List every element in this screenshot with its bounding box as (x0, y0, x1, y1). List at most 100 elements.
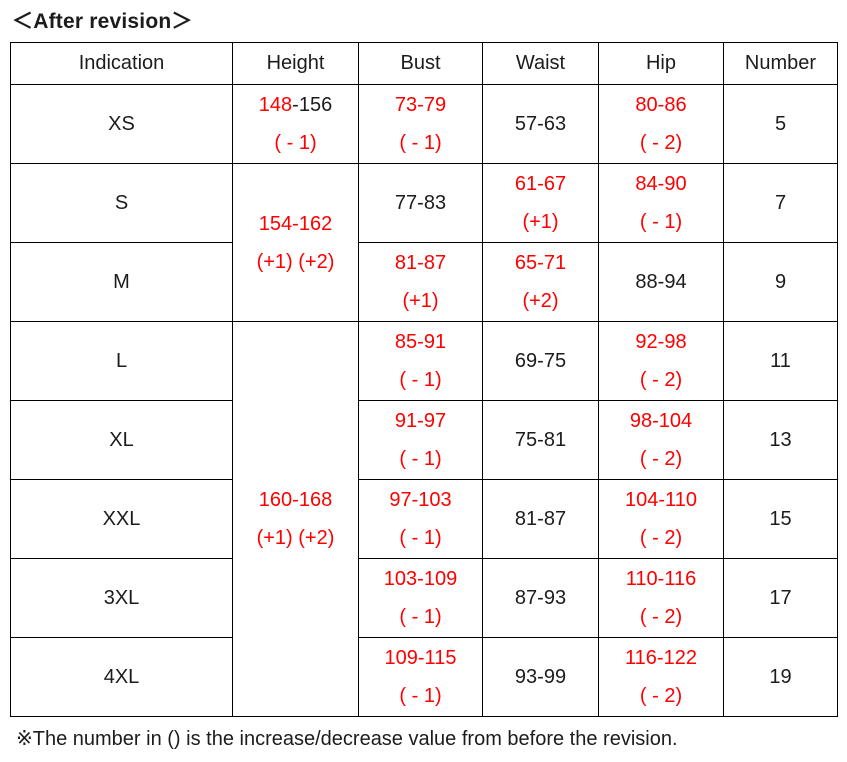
bust-cell: 109-115 ( - 1) (358, 637, 483, 717)
table-row: M 81-87 (+1) 65-71 (+2) 88-94 9 (10, 242, 838, 322)
size-cell: XS (10, 84, 233, 164)
revised-value: ( - 2) (639, 369, 683, 391)
value: 15 (769, 508, 792, 530)
waist-cell: 61-67 (+1) (482, 163, 599, 243)
column-header-hip: Hip (598, 42, 724, 85)
value: 11 (770, 350, 791, 372)
hip-cell: 88-94 (598, 242, 724, 322)
height-cell: 154-162 (+1) (+2) (232, 163, 359, 322)
table-row: S 154-162 (+1) (+2) 77-83 61-67 (+1) 84-90 ( - … (10, 163, 838, 322)
number-cell: 19 (723, 637, 838, 717)
column-header-bust: Bust (358, 42, 483, 85)
revised-value: ( - 2) (639, 685, 683, 707)
size-table-body: XS 148-156 ( - 1) 73-79 ( - 1) 57-63 80-86 ( - … (10, 84, 838, 717)
revised-value: ( - 1) (639, 211, 683, 233)
number-cell: 15 (723, 479, 838, 559)
value: 9 (774, 271, 787, 293)
value: -156 (292, 94, 333, 116)
revised-value: 80-86 (635, 94, 687, 116)
hip-cell: 116-122 ( - 2) (598, 637, 724, 717)
waist-cell: 65-71 (+2) (482, 242, 599, 322)
revised-value: 84-90 (635, 173, 687, 195)
waist-cell: 75-81 (482, 400, 599, 480)
bust-cell: 85-91 ( - 1) (358, 321, 483, 401)
number-cell: 7 (723, 163, 838, 243)
revised-value: 81-87 (394, 252, 447, 274)
waist-cell: 93-99 (482, 637, 599, 717)
value: 88-94 (635, 271, 687, 293)
revised-value: 148 (258, 94, 293, 116)
revised-value: ( - 1) (399, 132, 442, 154)
value: 7 (774, 192, 787, 214)
revised-value: 97-103 (389, 489, 452, 511)
revised-value: ( - 1) (399, 448, 442, 470)
revised-value: 61-67 (514, 173, 567, 195)
value: 77-83 (394, 192, 447, 214)
bust-cell: 91-97 ( - 1) (358, 400, 483, 480)
footnote: ※The number in () is the increase/decrea… (16, 728, 678, 750)
revised-value: 65-71 (514, 252, 567, 274)
size-cell: 3XL (10, 558, 233, 638)
revised-value: 154-162 (258, 212, 333, 235)
table-row: 4XL 109-115 ( - 1) 93-99 116-122 ( - 2) 19 (10, 637, 838, 717)
revised-value: 104-110 (625, 489, 697, 511)
bust-cell: 103-109 ( - 1) (358, 558, 483, 638)
value: 57-63 (514, 113, 567, 135)
revised-value: 116-122 (625, 647, 697, 669)
revised-value: 91-97 (394, 410, 447, 432)
table-row: 3XL 103-109 ( - 1) 87-93 110-116 ( - 2) 17 (10, 558, 838, 638)
table-row: L 160-168 (+1) (+2) 85-91 ( - 1) 69-75 92-98 ( … (10, 321, 838, 717)
table-row: XL 91-97 ( - 1) 75-81 98-104 ( - 2) 13 (10, 400, 838, 480)
size-cell: S (10, 163, 233, 243)
revised-value: ( - 2) (639, 132, 683, 154)
revised-value: (+1) (522, 211, 559, 233)
bust-cell: 73-79 ( - 1) (358, 84, 483, 164)
waist-cell: 57-63 (482, 84, 599, 164)
size-cell: L (10, 321, 233, 401)
waist-cell: 69-75 (482, 321, 599, 401)
value: 75-81 (514, 429, 567, 451)
value: 81-87 (514, 508, 567, 530)
hip-cell: 110-116 ( - 2) (598, 558, 724, 638)
column-header-height: Height (232, 42, 359, 85)
size-cell: XXL (10, 479, 233, 559)
hip-cell: 84-90 ( - 1) (598, 163, 724, 243)
revised-value: ( - 1) (399, 527, 442, 549)
bust-cell: 81-87 (+1) (358, 242, 483, 322)
column-header-waist: Waist (482, 42, 599, 85)
size-cell: XL (10, 400, 233, 480)
number-cell: 9 (723, 242, 838, 322)
hip-cell: 92-98 ( - 2) (598, 321, 724, 401)
height-cell: 160-168 (+1) (+2) (232, 321, 359, 717)
revised-value: 103-109 (383, 568, 458, 590)
revised-value: ( - 1) (399, 606, 442, 628)
revised-value: ( - 1) (274, 132, 317, 154)
revised-value: 85-91 (394, 331, 447, 353)
revised-value: (+1) (+2) (256, 527, 335, 549)
value: 17 (769, 587, 792, 609)
revised-value: ( - 2) (639, 527, 683, 549)
revised-value: 110-116 (625, 568, 697, 590)
hip-cell: 104-110 ( - 2) (598, 479, 724, 559)
revised-value: ( - 1) (399, 369, 442, 391)
height-cell: 148-156 ( - 1) (232, 84, 359, 164)
hip-cell: 98-104 ( - 2) (598, 400, 724, 480)
number-cell: 17 (723, 558, 838, 638)
value: 87-93 (514, 587, 567, 609)
table-row: XS 148-156 ( - 1) 73-79 ( - 1) 57-63 80-86 ( - … (10, 84, 838, 164)
number-cell: 11 (723, 321, 838, 401)
size-cell: M (10, 242, 233, 322)
table-row: XXL 97-103 ( - 1) 81-87 104-110 ( - 2) 15 (10, 479, 838, 559)
revised-value: (+1) (+2) (256, 250, 335, 273)
waist-cell: 81-87 (482, 479, 599, 559)
revised-value: (+2) (522, 290, 559, 312)
column-header-indication: Indication (10, 42, 233, 85)
hip-cell: 80-86 ( - 2) (598, 84, 724, 164)
number-cell: 5 (723, 84, 838, 164)
revised-value: ( - 1) (399, 685, 442, 707)
value: 19 (769, 666, 792, 688)
value: 69-75 (514, 350, 567, 372)
revised-value: 109-115 (384, 647, 457, 669)
revised-value: ( - 2) (639, 448, 683, 470)
page-title: ＜After revision＞ (12, 10, 193, 33)
